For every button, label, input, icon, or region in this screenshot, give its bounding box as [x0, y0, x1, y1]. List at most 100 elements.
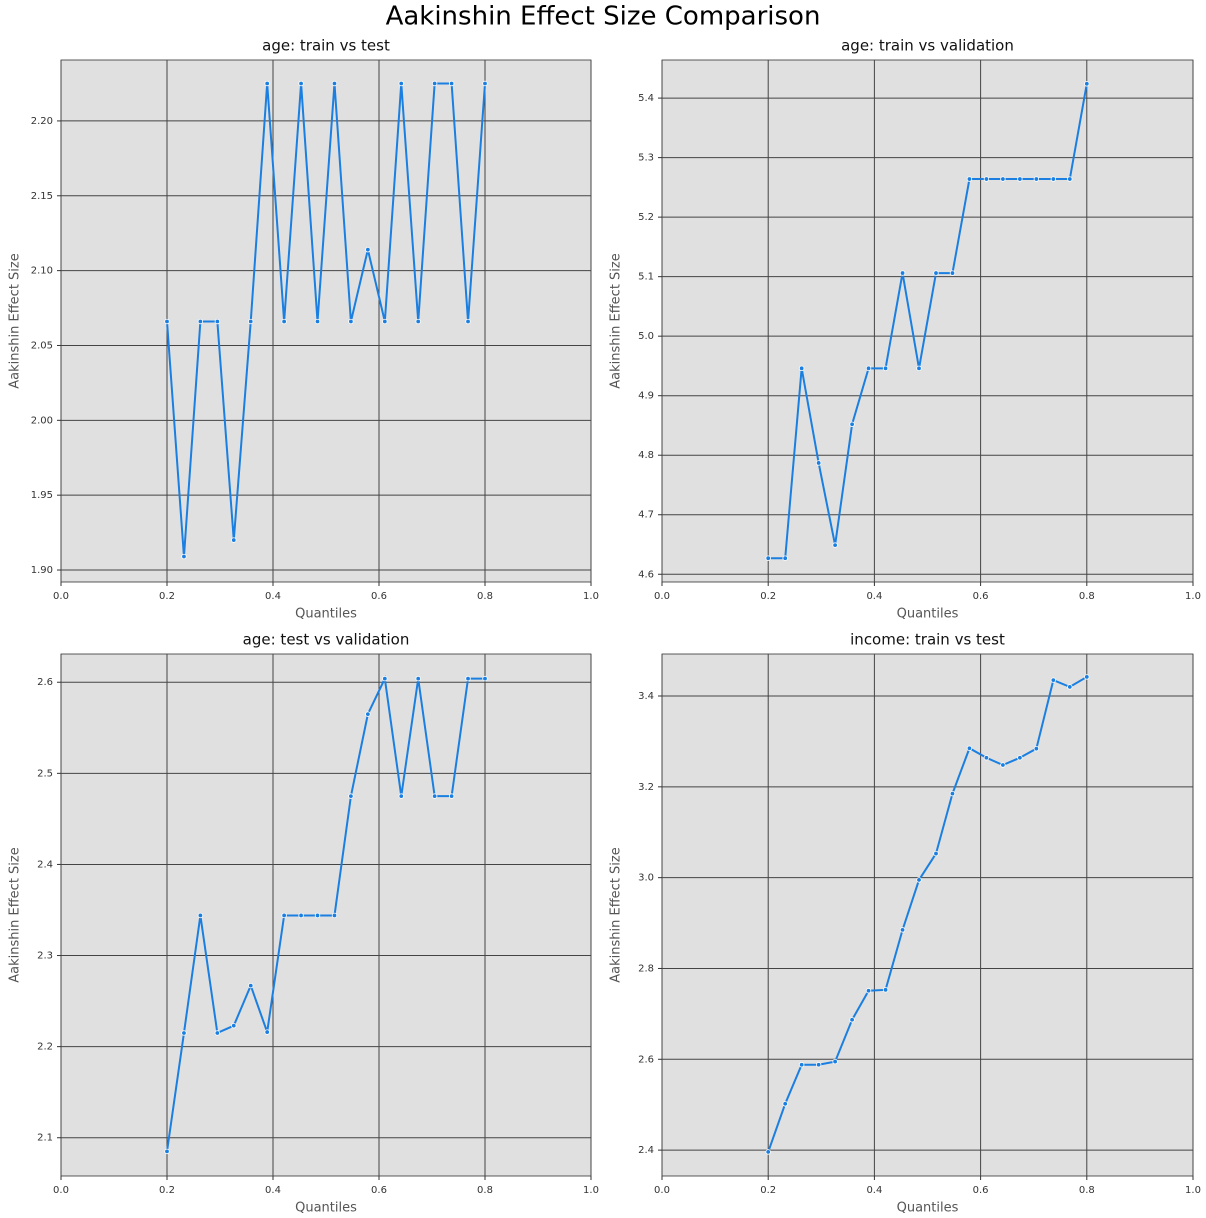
data-point [916, 365, 922, 372]
data-point [1000, 762, 1006, 768]
x-tick-label: 0.2 [760, 1185, 776, 1196]
x-tick-label: 0.0 [654, 1185, 670, 1196]
data-point [966, 745, 973, 751]
data-point [1050, 677, 1057, 683]
x-tick-label: 0.0 [53, 1185, 69, 1196]
y-tick-label: 2.2 [37, 1042, 53, 1053]
y-tick-label: 2.8 [638, 963, 654, 974]
data-point [966, 176, 973, 182]
data-point [181, 1030, 187, 1036]
data-point [348, 793, 354, 799]
data-point [348, 318, 354, 325]
x-tick-label: 0.8 [477, 1185, 493, 1196]
y-tick-label: 5.0 [638, 331, 654, 342]
data-point [382, 675, 388, 682]
data-point [1067, 684, 1073, 690]
subplot-title: age: train vs test [262, 37, 390, 55]
y-axis-label: Aakinshin Effect Size [609, 253, 624, 388]
y-tick-label: 5.2 [638, 212, 654, 223]
x-tick-label: 1.0 [1185, 591, 1201, 602]
x-tick-label: 1.0 [1185, 1185, 1201, 1196]
x-tick-label: 0.8 [477, 591, 493, 602]
x-tick-label: 0.2 [159, 1185, 175, 1196]
data-point [882, 987, 889, 993]
data-point [164, 1148, 170, 1155]
data-point [815, 1062, 822, 1068]
data-point [431, 793, 438, 799]
y-tick-label: 2.15 [31, 191, 53, 202]
subplot-title: age: train vs validation [841, 37, 1014, 55]
y-tick-label: 3.2 [638, 782, 654, 793]
data-point [933, 270, 939, 276]
x-tick-label: 0.6 [371, 591, 387, 602]
x-tick-label: 0.2 [760, 591, 776, 602]
x-tick-label: 1.0 [583, 1185, 599, 1196]
y-tick-label: 2.4 [37, 859, 53, 870]
data-point [365, 246, 371, 253]
x-axis-label: Quantiles [295, 607, 357, 622]
y-tick-label: 2.3 [37, 951, 53, 962]
data-point [899, 927, 906, 933]
data-point [248, 982, 254, 989]
data-point [765, 555, 771, 561]
data-point [983, 176, 990, 182]
data-point [398, 793, 404, 799]
data-point [248, 318, 254, 325]
x-axis-label: Quantiles [897, 1201, 959, 1216]
data-point [765, 1149, 771, 1155]
data-point [865, 365, 872, 372]
y-tick-label: 2.20 [31, 116, 53, 127]
y-tick-label: 2.5 [37, 768, 53, 779]
data-point [465, 675, 471, 682]
data-point [214, 1030, 221, 1036]
data-point [197, 318, 204, 325]
data-point [281, 912, 287, 919]
x-tick-label: 0.2 [159, 591, 175, 602]
y-tick-label: 1.90 [31, 565, 53, 576]
x-tick-label: 0.4 [866, 591, 882, 602]
y-tick-label: 2.05 [31, 340, 53, 351]
data-point [164, 318, 170, 325]
data-point [849, 1017, 855, 1023]
data-point [281, 318, 287, 325]
figure-title: Aakinshin Effect Size Comparison [386, 2, 821, 32]
y-tick-label: 4.6 [638, 569, 654, 580]
data-point [264, 80, 270, 87]
data-point [849, 421, 855, 427]
data-point [782, 555, 788, 561]
x-tick-label: 0.4 [866, 1185, 882, 1196]
data-point [949, 790, 956, 797]
data-point [949, 270, 956, 276]
y-tick-label: 2.10 [31, 266, 53, 277]
x-tick-label: 0.4 [265, 1185, 281, 1196]
data-point [1084, 81, 1090, 87]
x-tick-label: 0.4 [265, 591, 281, 602]
data-point [298, 912, 304, 919]
y-tick-label: 3.0 [638, 873, 654, 884]
data-line [767, 676, 1088, 1153]
x-tick-label: 0.0 [53, 591, 69, 602]
data-point [1067, 176, 1073, 182]
x-tick-label: 0.6 [973, 1185, 989, 1196]
y-axis-label: Aakinshin Effect Size [8, 847, 23, 982]
y-tick-label: 4.8 [638, 450, 654, 461]
data-point [382, 318, 388, 325]
data-line [166, 82, 486, 557]
x-tick-label: 0.8 [1079, 591, 1095, 602]
y-tick-label: 3.4 [638, 691, 654, 702]
x-tick-label: 0.6 [973, 591, 989, 602]
y-tick-label: 2.4 [638, 1145, 654, 1156]
data-point [1050, 176, 1057, 182]
data-point [465, 318, 471, 325]
y-axis-label: Aakinshin Effect Size [8, 253, 23, 388]
data-point [415, 318, 421, 325]
plot-area [60, 59, 592, 583]
x-tick-label: 0.0 [654, 591, 670, 602]
y-tick-label: 5.3 [638, 153, 654, 164]
data-point [314, 318, 321, 325]
data-point [331, 80, 338, 87]
data-point [815, 460, 822, 466]
subplot-title: income: train vs test [850, 631, 1005, 649]
subplot-title: age: test vs validation [243, 631, 410, 649]
